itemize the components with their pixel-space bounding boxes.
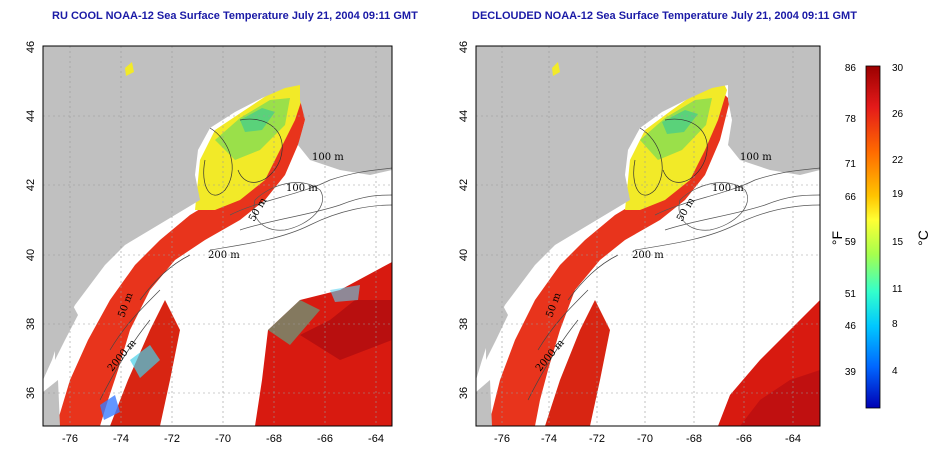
left-y-axis: 46 44 42 40 38 36 xyxy=(25,41,37,399)
x-tick-label: -70 xyxy=(215,433,231,445)
x-tick-label: -70 xyxy=(637,433,653,445)
contour-label: 200 m xyxy=(632,250,664,261)
x-tick-label: -64 xyxy=(368,433,384,445)
y-tick-label: 36 xyxy=(458,387,470,399)
x-tick-label: -72 xyxy=(589,433,605,445)
x-tick-label: -66 xyxy=(317,433,333,445)
fahrenheit-tick: 78 xyxy=(845,114,857,125)
fahrenheit-ticks: 86 78 71 66 59 51 46 39 xyxy=(845,63,857,378)
x-tick-label: -72 xyxy=(164,433,180,445)
right-x-axis: -76 -74 -72 -70 -68 -66 -64 xyxy=(494,433,801,445)
y-tick-label: 36 xyxy=(25,387,37,399)
x-tick-label: -74 xyxy=(541,433,557,445)
contour-label: 100 m xyxy=(712,183,744,194)
celsius-tick: 4 xyxy=(892,366,898,377)
x-tick-label: -74 xyxy=(113,433,129,445)
temperature-colorbar: 86 78 71 66 59 51 46 39 30 26 22 19 15 1… xyxy=(829,63,931,409)
fahrenheit-tick: 39 xyxy=(845,367,857,378)
celsius-ticks: 30 26 22 19 15 11 8 4 xyxy=(892,63,904,377)
right-panel-title: DECLOUDED NOAA-12 Sea Surface Temperatur… xyxy=(472,10,857,22)
fahrenheit-tick: 86 xyxy=(845,63,857,74)
left-sst-map: 100 m 100 m 50 m 200 m 50 m 2000 m -76 -… xyxy=(25,41,393,445)
fahrenheit-tick: 59 xyxy=(845,237,857,248)
left-panel-title: RU COOL NOAA-12 Sea Surface Temperature … xyxy=(52,10,418,22)
contour-label: 100 m xyxy=(312,152,344,163)
celsius-tick: 26 xyxy=(892,109,904,120)
y-tick-label: 38 xyxy=(25,318,37,330)
x-tick-label: -76 xyxy=(494,433,510,445)
fahrenheit-tick: 51 xyxy=(845,289,857,300)
land-mass xyxy=(476,46,820,380)
right-sst-map: 100 m 100 m 50 m 200 m 50 m 2000 m -76 -… xyxy=(458,41,821,445)
right-y-axis: 46 44 42 40 38 36 xyxy=(458,41,470,399)
celsius-tick: 19 xyxy=(892,189,904,200)
contour-label: 100 m xyxy=(286,183,318,194)
y-tick-label: 44 xyxy=(458,110,470,122)
x-tick-label: -68 xyxy=(686,433,702,445)
y-tick-label: 42 xyxy=(458,179,470,191)
celsius-unit-label: °C xyxy=(915,230,931,246)
x-tick-label: -68 xyxy=(266,433,282,445)
fahrenheit-tick: 71 xyxy=(845,159,857,170)
y-tick-label: 46 xyxy=(458,41,470,53)
x-tick-label: -66 xyxy=(736,433,752,445)
celsius-tick: 15 xyxy=(892,237,904,248)
y-tick-label: 38 xyxy=(458,318,470,330)
y-tick-label: 46 xyxy=(25,41,37,53)
y-tick-label: 40 xyxy=(458,249,470,261)
celsius-tick: 8 xyxy=(892,319,898,330)
celsius-tick: 11 xyxy=(892,284,903,295)
x-tick-label: -76 xyxy=(62,433,78,445)
colorbar-gradient xyxy=(865,65,881,409)
contour-label: 200 m xyxy=(208,250,240,261)
left-x-axis: -76 -74 -72 -70 -68 -66 -64 xyxy=(62,433,384,445)
contour-label: 100 m xyxy=(740,152,772,163)
fahrenheit-tick: 46 xyxy=(845,321,857,332)
y-tick-label: 44 xyxy=(25,110,37,122)
celsius-tick: 30 xyxy=(892,63,904,74)
celsius-tick: 22 xyxy=(892,155,904,166)
fahrenheit-tick: 66 xyxy=(845,192,857,203)
fahrenheit-unit-label: °F xyxy=(829,231,845,245)
x-tick-label: -64 xyxy=(785,433,801,445)
land-mass xyxy=(43,46,392,380)
y-tick-label: 40 xyxy=(25,249,37,261)
y-tick-label: 42 xyxy=(25,179,37,191)
